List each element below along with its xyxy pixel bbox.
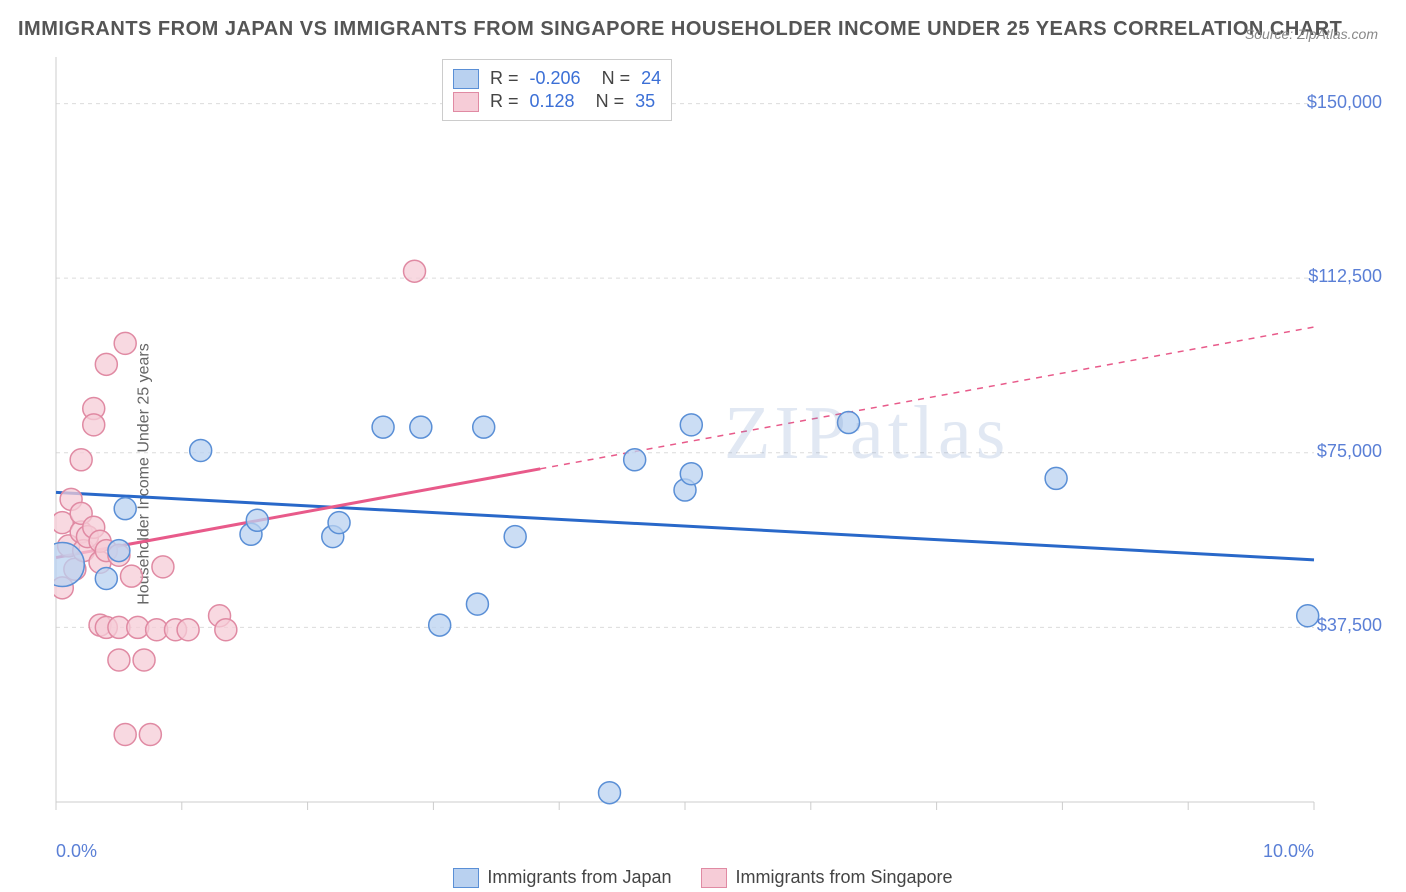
y-tick-label: $112,500 <box>1308 266 1382 287</box>
y-tick-label: $75,000 <box>1317 441 1382 462</box>
x-tick-label: 0.0% <box>56 841 97 862</box>
legend-n-label: N = <box>587 68 636 89</box>
plot-area: ZIPatlas R = -0.206 N = 24 R = 0.128 N =… <box>54 55 1384 830</box>
bottom-legend-item: Immigrants from Singapore <box>701 867 952 888</box>
legend-label: Immigrants from Singapore <box>735 867 952 888</box>
bottom-legend: Immigrants from Japan Immigrants from Sin… <box>0 867 1406 888</box>
x-tick-label: 10.0% <box>1263 841 1314 862</box>
legend-r-value: -0.206 <box>530 68 581 89</box>
legend-swatch <box>453 868 479 888</box>
legend-swatch <box>453 69 479 89</box>
legend-swatch <box>453 92 479 112</box>
bottom-legend-item: Immigrants from Japan <box>453 867 671 888</box>
legend-n-label: N = <box>581 91 630 112</box>
legend-stats-row: R = -0.206 N = 24 <box>453 68 661 89</box>
legend-label: Immigrants from Japan <box>487 867 671 888</box>
legend-n-value: 35 <box>635 91 655 112</box>
legend-r-label: R = <box>485 68 524 89</box>
legend-r-label: R = <box>485 91 524 112</box>
y-tick-label: $150,000 <box>1307 92 1382 113</box>
legend-stats-row: R = 0.128 N = 35 <box>453 91 661 112</box>
scatter-chart-svg <box>54 55 1384 830</box>
chart-title: IMMIGRANTS FROM JAPAN VS IMMIGRANTS FROM… <box>18 18 1342 41</box>
legend-stats-box: R = -0.206 N = 24 R = 0.128 N = 35 <box>442 59 672 121</box>
source-attribution: Source: ZipAtlas.com <box>1245 26 1378 42</box>
legend-r-value: 0.128 <box>530 91 575 112</box>
legend-swatch <box>701 868 727 888</box>
legend-n-value: 24 <box>641 68 661 89</box>
y-tick-label: $37,500 <box>1317 615 1382 636</box>
chart-container: Householder Income Under 25 years ZIPatl… <box>0 55 1406 892</box>
